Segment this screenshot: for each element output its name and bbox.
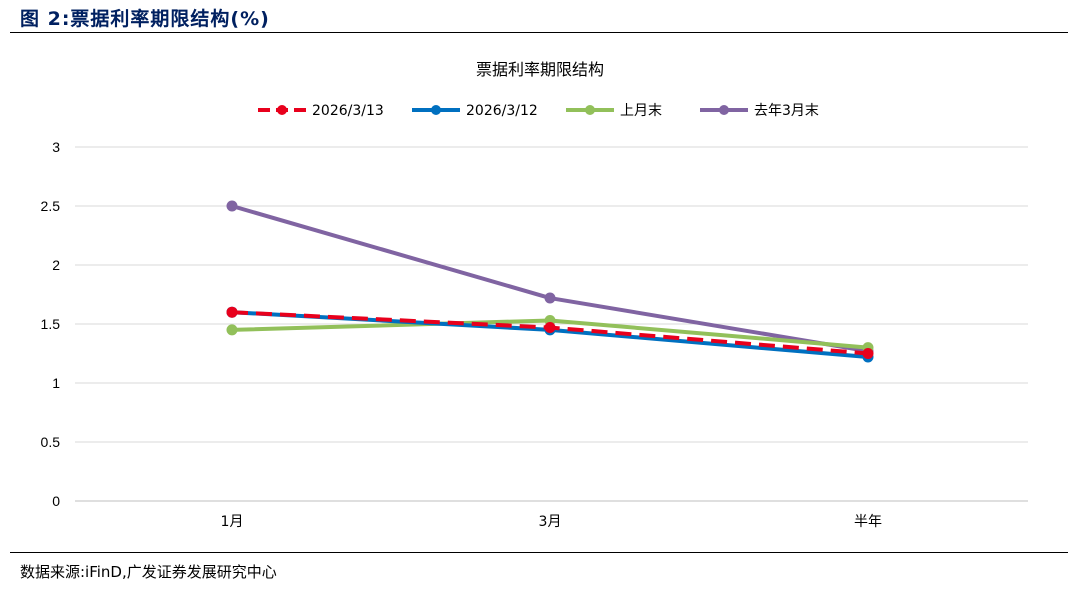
data-point [544, 322, 556, 334]
y-tick-label: 1.5 [41, 316, 61, 332]
series-0 [226, 306, 874, 359]
legend-item: 2026/3/12 [412, 103, 538, 119]
x-tick-label: 3月 [539, 514, 562, 530]
top-rule [10, 32, 1068, 33]
y-axis: 0 0.5 1 1.5 2 2.5 3 [41, 139, 61, 509]
x-tick-label: 半年 [854, 514, 882, 530]
legend-item: 上月末 [566, 103, 662, 119]
legend-label: 去年3月末 [754, 103, 819, 119]
bottom-rule [10, 552, 1068, 553]
data-point [226, 200, 238, 212]
data-point [226, 324, 238, 336]
data-point [862, 348, 874, 359]
y-tick-label: 0 [52, 493, 60, 509]
figure-title: 图 2:票据利率期限结构(%) [20, 8, 270, 30]
x-tick-label: 1月 [221, 514, 244, 530]
y-tick-label: 1 [52, 375, 60, 391]
legend-label: 2026/3/13 [312, 103, 384, 119]
data-point [226, 306, 238, 318]
legend-item: 2026/3/13 [258, 103, 384, 119]
y-tick-label: 2 [52, 257, 60, 273]
legend-label: 2026/3/12 [466, 103, 538, 119]
chart-title: 票据利率期限结构 [476, 60, 604, 79]
y-tick-label: 0.5 [41, 434, 61, 450]
source-note: 数据来源:iFinD,广发证券发展研究中心 [20, 563, 277, 581]
y-tick-label: 2.5 [41, 198, 61, 214]
y-tick-label: 3 [52, 139, 60, 155]
legend-label: 上月末 [620, 103, 662, 119]
legend-marker [719, 105, 729, 115]
legend-marker [277, 105, 287, 115]
legend: 2026/3/13 2026/3/12 上月末 去年3月末 [258, 103, 819, 119]
legend-item: 去年3月末 [700, 103, 819, 119]
legend-marker [585, 105, 595, 115]
legend-marker [431, 105, 441, 115]
series-group [226, 200, 874, 363]
data-point [544, 292, 556, 304]
x-axis: 1月 3月 半年 [221, 514, 882, 530]
